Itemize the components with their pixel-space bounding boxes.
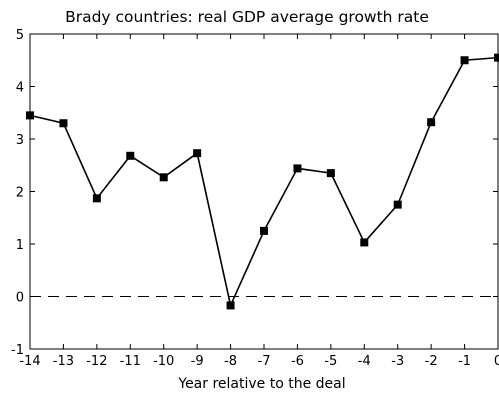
x-tick-label: -13 [53,354,74,369]
data-point-marker [26,111,34,120]
y-tick-label: 4 [16,81,24,96]
data-point-marker [494,53,499,62]
x-tick-label: -10 [153,354,174,369]
data-point-marker [193,149,202,158]
data-point-marker [460,56,469,65]
data-point-marker [427,118,436,127]
x-tick-label: -8 [224,354,237,369]
data-point-marker [393,200,402,209]
data-point-marker [92,194,101,203]
x-tick-label: -9 [191,354,204,369]
data-point-marker [293,164,302,173]
x-tick-label: -7 [258,354,271,369]
gdp-growth-series-line [29,56,499,308]
x-tick-label: -5 [324,354,337,369]
data-point-marker [360,238,369,247]
x-tick-label: -11 [120,354,141,369]
data-point-marker [159,173,168,182]
x-tick-label: 0 [494,354,499,369]
x-tick-label: -2 [425,354,438,369]
chart-title: Brady countries: real GDP average growth… [65,8,429,26]
data-point-marker [326,169,335,178]
x-tick-label: -3 [391,354,404,369]
data-point-marker [226,301,235,310]
x-tick-label: -14 [19,354,40,369]
data-point-marker [59,119,68,128]
plot-area-frame [29,33,499,350]
y-tick-label: 0 [16,291,24,306]
y-tick-label: -1 [11,343,24,358]
x-axis-label: Year relative to the deal [177,376,345,392]
x-tick-label: -12 [86,354,107,369]
axis-ticks [29,33,499,350]
y-tick-label: 5 [16,28,24,43]
y-tick-label: 1 [16,238,24,253]
x-tick-label: -6 [291,354,304,369]
series-markers [26,53,499,310]
tick-labels: -14 -13 -12 -11 -10 -9 -8 -7 -6 -5 -4 -3 -2 -1 0-10123… [11,28,499,369]
x-tick-label: -4 [358,354,371,369]
data-point-marker [126,151,135,160]
x-tick-label: -1 [458,354,471,369]
data-point-marker [260,226,268,235]
y-tick-label: 2 [16,186,24,201]
y-tick-label: 3 [16,133,24,148]
